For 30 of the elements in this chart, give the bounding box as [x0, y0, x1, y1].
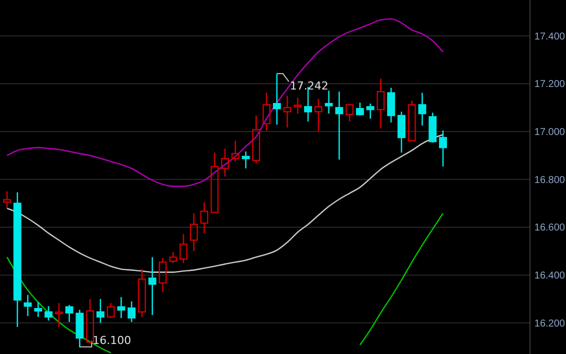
y-tick-label: 16.800 [534, 174, 566, 186]
candlestick [418, 92, 426, 126]
line-series [6, 18, 444, 187]
candlestick [65, 304, 74, 323]
y-tick-label: 16.600 [534, 222, 566, 234]
y-tick-label: 17.000 [534, 127, 566, 138]
candlestick [366, 102, 374, 120]
candlestick [231, 140, 240, 162]
candlestick [200, 202, 208, 234]
annotation: 16.100 [92, 334, 132, 347]
candlestick [294, 96, 302, 114]
candlestick [376, 78, 385, 130]
y-tick-label: 17.400 [534, 31, 566, 42]
candlestick [190, 212, 198, 252]
candlestick [34, 301, 42, 318]
candlestick [117, 296, 126, 319]
y-tick-label: 16.400 [534, 270, 566, 282]
y-tick-label: 16.200 [534, 318, 566, 330]
candlestick [13, 192, 22, 328]
candlestick [272, 73, 281, 126]
candlestick [324, 90, 333, 114]
y-tick-label: 17.200 [534, 79, 566, 90]
candlestick [158, 257, 167, 293]
candlestick [283, 95, 292, 128]
candlestick [335, 90, 344, 160]
candlestick [24, 294, 32, 317]
candlestick [148, 256, 156, 316]
candlestick [252, 114, 260, 164]
candlestick [54, 302, 63, 328]
annotation: 17.242 [290, 80, 328, 93]
